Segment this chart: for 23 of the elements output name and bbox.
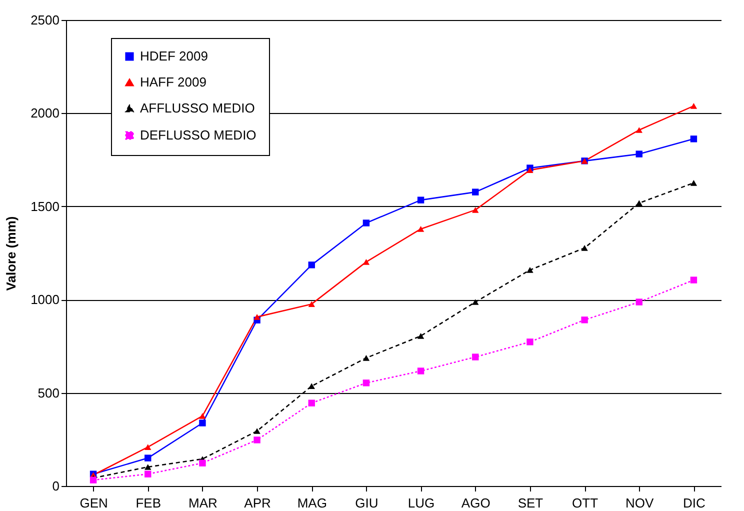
- legend-label: HDEF 2009: [140, 48, 208, 64]
- x-tick-label: GEN: [80, 496, 108, 510]
- x-tick-label: AGO: [461, 496, 490, 510]
- x-tick-label: GIU: [355, 496, 378, 510]
- x-tick-label: OTT: [572, 496, 598, 510]
- y-tick-label: 1000: [30, 292, 60, 308]
- x-tick-label: LUG: [408, 496, 435, 510]
- x-tick-label: FEB: [136, 496, 162, 510]
- x-tick-label: DIC: [683, 496, 706, 510]
- x-tick-label: APR: [244, 496, 271, 510]
- y-tick-label: 0: [52, 478, 60, 494]
- y-axis-title: Valore (mm): [4, 216, 19, 291]
- x-tick-label: NOV: [626, 496, 654, 510]
- y-tick-label: 2500: [30, 12, 60, 28]
- legend-label: HAFF 2009: [140, 74, 206, 90]
- legend-label: DEFLUSSO MEDIO: [140, 128, 256, 142]
- x-tick-label: MAG: [297, 496, 327, 510]
- x-tick-label: MAR: [188, 496, 218, 510]
- legend-label: AFFLUSSO MEDIO: [140, 100, 255, 116]
- x-tick-label: SET: [518, 496, 544, 510]
- y-tick-label: 2000: [30, 106, 60, 121]
- y-tick-label: 1500: [30, 198, 60, 214]
- y-tick-label: 500: [38, 385, 60, 400]
